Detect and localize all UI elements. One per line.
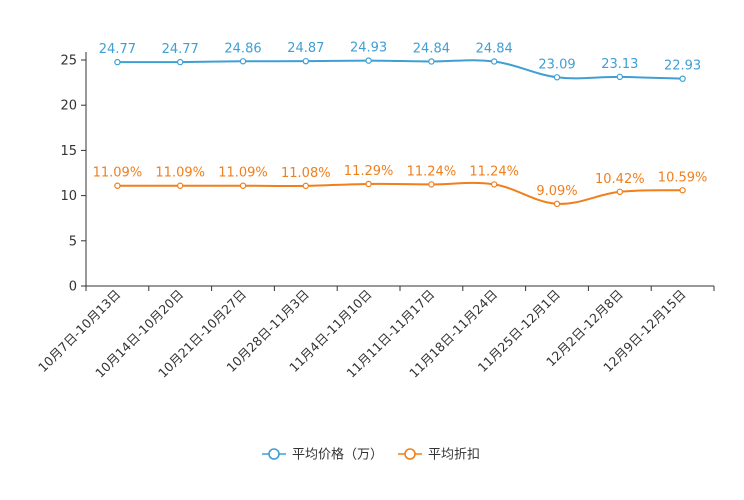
data-point: [553, 74, 561, 81]
data-point: [365, 180, 372, 188]
data-point: [365, 57, 372, 64]
legend-label: 平均价格（万）: [292, 447, 383, 463]
data-label: 24.93: [350, 41, 387, 56]
y-tick-label: 15: [60, 144, 77, 159]
series-1: 11.09% 11.09% 11.09% 11.08% 11.29% 11.24% 11.2…: [93, 164, 708, 208]
data-point: [616, 73, 624, 81]
data-point: [679, 187, 686, 194]
data-label: 24.77: [162, 42, 199, 57]
data-point: [616, 188, 624, 196]
legend-marker-icon: [404, 448, 416, 460]
legend-item-0[interactable]: 平均价格（万）: [262, 447, 383, 463]
data-point: [114, 58, 121, 66]
data-label: 23.13: [601, 57, 638, 72]
data-point: [302, 57, 309, 65]
series-layer: 24.77 24.77 24.86 24.87 24.93 24.84 24.84 23.09…: [93, 41, 708, 208]
data-point: [239, 58, 247, 65]
y-tick-label: 25: [60, 54, 77, 69]
data-label: 11.09%: [218, 166, 268, 181]
data-label: 11.24%: [407, 164, 457, 179]
data-label: 9.09%: [536, 184, 577, 199]
data-label: 24.77: [99, 42, 136, 57]
data-label: 22.93: [664, 59, 701, 74]
y-tick-label: 0: [69, 280, 77, 295]
data-label: 10.42%: [595, 172, 645, 187]
data-label: 24.84: [476, 41, 513, 56]
legend-marker-icon: [268, 448, 280, 460]
data-label: 24.84: [413, 41, 450, 56]
data-label: 11.08%: [281, 166, 331, 181]
data-point: [428, 58, 435, 65]
data-point: [679, 75, 686, 82]
data-label: 24.86: [224, 41, 261, 56]
data-point: [491, 58, 498, 65]
data-point: [176, 182, 184, 189]
legend-label: 平均折扣: [428, 448, 480, 463]
legend[interactable]: 平均价格（万） 平均折扣: [262, 447, 480, 463]
data-point: [491, 181, 498, 188]
data-point: [302, 182, 309, 190]
data-label: 11.29%: [344, 164, 394, 179]
data-label: 10.59%: [658, 170, 708, 185]
data-label: 24.87: [287, 41, 324, 56]
data-label: 11.24%: [469, 164, 519, 179]
data-label: 11.09%: [155, 166, 205, 181]
data-point: [428, 181, 435, 188]
legend-item-1[interactable]: 平均折扣: [398, 448, 480, 463]
y-axis-ticks: 0 5 10 15 20 25: [60, 54, 86, 295]
x-axis-ticks: 10月7日-10月13日10月14日-10月20日10月21日-10月27日10…: [35, 286, 715, 381]
data-point: [239, 182, 247, 189]
y-tick-label: 5: [69, 234, 77, 249]
data-point: [114, 182, 121, 189]
data-label: 11.09%: [93, 166, 143, 181]
data-label: 23.09: [538, 57, 575, 72]
series-line-1: [117, 181, 683, 205]
data-point: [176, 58, 184, 66]
series-line-0: [117, 59, 683, 80]
y-tick-label: 20: [60, 99, 77, 114]
data-point: [553, 200, 561, 208]
y-tick-label: 10: [60, 189, 77, 204]
series-0: 24.77 24.77 24.86 24.87 24.93 24.84 24.84 23.09…: [99, 41, 701, 82]
